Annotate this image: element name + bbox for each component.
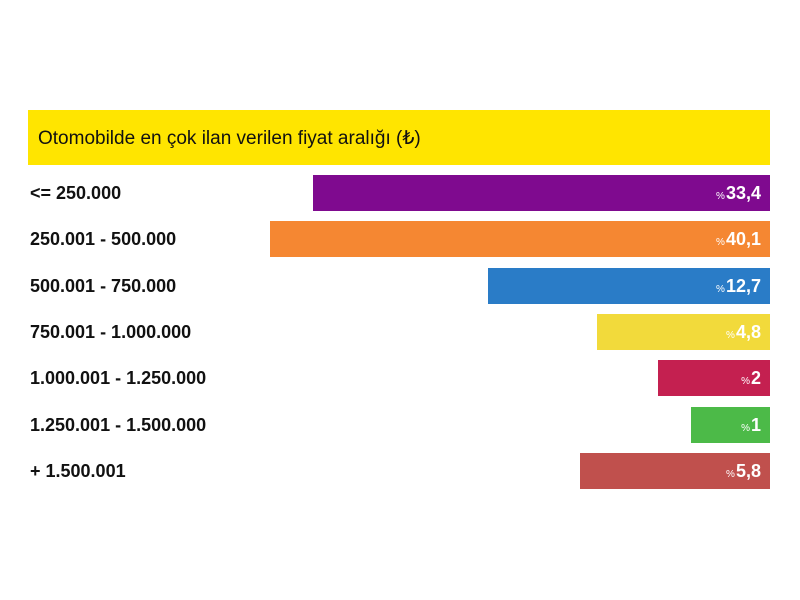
chart-title: Otomobilde en çok ilan verilen fiyat ara… <box>28 110 770 165</box>
category-label: 1.250.001 - 1.500.000 <box>30 414 207 435</box>
bar: %2 <box>658 360 770 397</box>
category-label: <= 250.000 <box>30 183 122 203</box>
percent-sign: % <box>716 237 725 249</box>
percent-sign: % <box>741 376 750 388</box>
bar: %12,7 <box>488 267 770 304</box>
data-label: 1 <box>750 414 761 435</box>
category-label: + 1.500.001 <box>30 460 126 481</box>
data-label: 5,8 <box>735 460 761 481</box>
data-label: 33,4 <box>725 183 761 203</box>
category-label: 500.001 - 750.000 <box>30 275 177 296</box>
bar: %5,8 <box>579 452 770 489</box>
percent-sign: % <box>741 422 750 434</box>
percent-sign: % <box>726 468 735 480</box>
data-label: 12,7 <box>725 275 761 296</box>
bar: %40,1 <box>269 221 770 258</box>
category-label: 250.001 - 500.000 <box>30 229 177 250</box>
bar: %33,4 <box>313 175 770 211</box>
category-label: 1.000.001 - 1.250.000 <box>30 368 207 389</box>
data-label: 4,8 <box>735 321 761 342</box>
data-label: 2 <box>750 368 761 389</box>
bar: %1 <box>691 406 770 443</box>
percent-sign: % <box>716 283 725 295</box>
data-label: 40,1 <box>725 229 761 250</box>
percent-sign: % <box>726 329 735 341</box>
percent-sign: % <box>716 191 725 202</box>
category-label: 750.001 - 1.000.000 <box>30 321 192 342</box>
bar: %4,8 <box>596 313 770 350</box>
